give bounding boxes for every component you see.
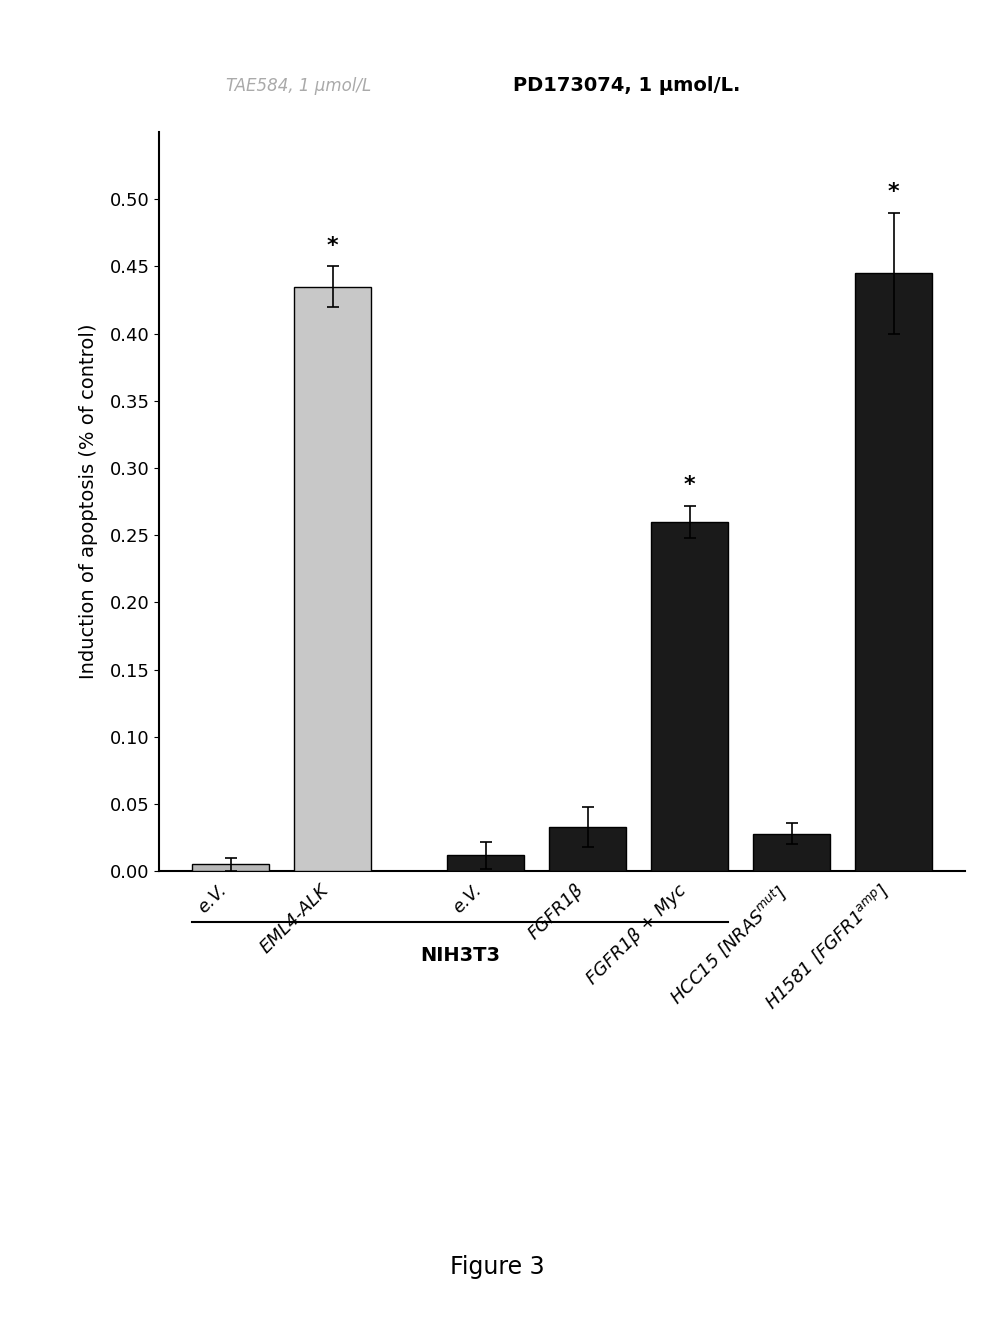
Bar <box>752 833 829 871</box>
Text: NIH3T3: NIH3T3 <box>419 946 500 965</box>
Text: *: * <box>887 182 899 202</box>
Text: PD173074, 1 μmol/L.: PD173074, 1 μmol/L. <box>513 77 740 95</box>
Text: *: * <box>683 475 695 495</box>
Bar <box>549 826 625 871</box>
Bar <box>192 865 268 871</box>
Text: *: * <box>326 236 338 256</box>
Text: Figure 3: Figure 3 <box>449 1255 545 1279</box>
Bar <box>447 855 524 871</box>
Y-axis label: Induction of apoptosis (% of control): Induction of apoptosis (% of control) <box>80 323 98 680</box>
Bar <box>294 286 371 871</box>
Bar <box>855 273 931 871</box>
Text: TAE584, 1 μmol/L: TAE584, 1 μmol/L <box>226 77 371 95</box>
Bar <box>651 521 728 871</box>
